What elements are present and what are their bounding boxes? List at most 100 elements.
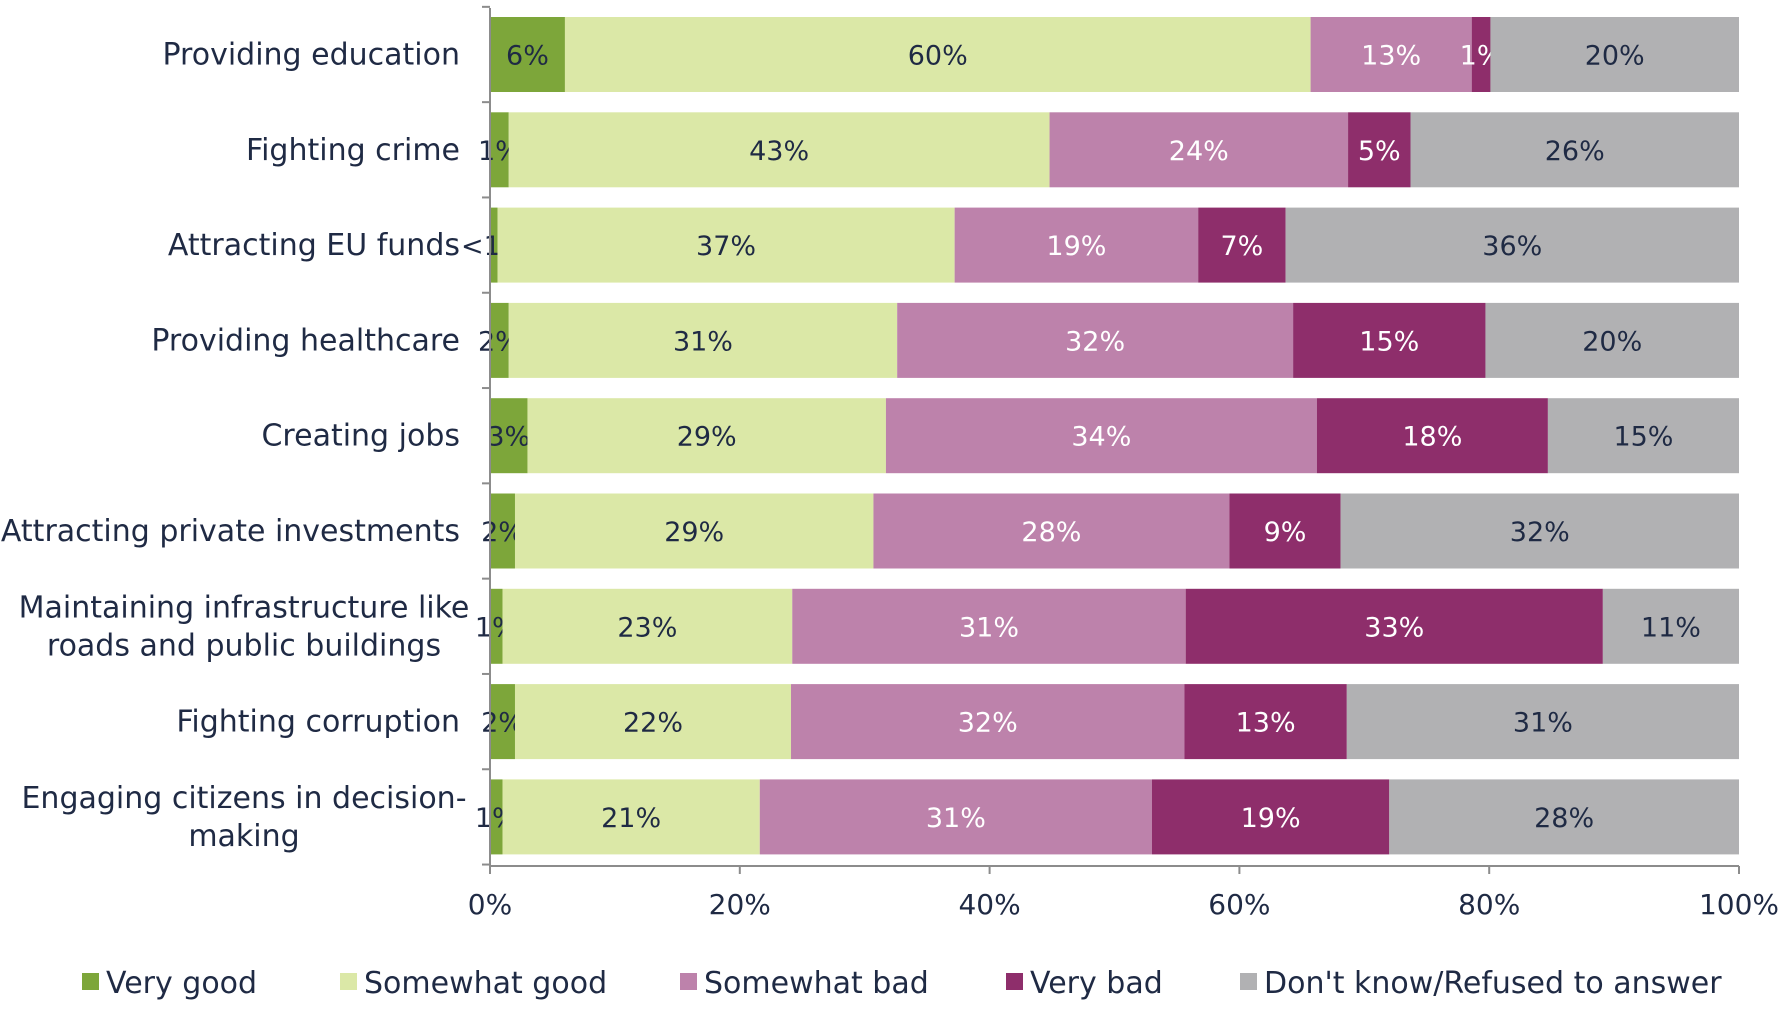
data-label: 15%	[1613, 422, 1673, 453]
bar-segment	[1285, 207, 1739, 283]
bar-segment	[514, 493, 874, 569]
bar-segment	[885, 398, 1317, 474]
bar-segment	[1185, 588, 1603, 664]
data-label: 34%	[1071, 422, 1131, 453]
data-label: 24%	[1169, 136, 1229, 167]
category-label: Attracting EU funds	[168, 228, 460, 263]
bar-segment	[1348, 112, 1411, 188]
data-label: 19%	[1046, 231, 1106, 262]
bar-segment	[1547, 398, 1739, 474]
bar-segment	[1346, 684, 1739, 760]
x-tick-label: 100%	[1699, 888, 1779, 921]
data-label: 18%	[1402, 422, 1462, 453]
data-label: 31%	[926, 803, 986, 834]
bar-segment	[527, 398, 886, 474]
bar-segment	[792, 588, 1186, 664]
bar-segment	[490, 779, 503, 855]
data-label: 19%	[1241, 803, 1301, 834]
bar-segment	[791, 684, 1185, 760]
category-label: Engaging citizens in decision-	[21, 781, 466, 816]
bar-segment	[759, 779, 1152, 855]
data-label: 60%	[908, 41, 968, 72]
x-tick-label: 20%	[709, 888, 771, 921]
x-tick-label: 80%	[1458, 888, 1520, 921]
legend-swatch	[340, 973, 357, 990]
category-label: Attracting private investments	[1, 514, 460, 549]
bar-segment	[1198, 207, 1286, 283]
bar-segment	[1229, 493, 1341, 569]
bar-segment	[490, 684, 515, 760]
data-label: 32%	[1065, 326, 1125, 357]
bar-segment	[1340, 493, 1739, 569]
data-label: 37%	[696, 231, 756, 262]
bar-segment	[1184, 684, 1347, 760]
data-label: 31%	[673, 326, 733, 357]
bar-segment	[502, 779, 760, 855]
bar-segment	[508, 302, 898, 378]
bars-group: 6% 60% 13% 1% 20%1% 43% 24% 5% 26%<1% 37% 19% 7% 36%…	[461, 17, 1739, 855]
category-label: Providing healthcare	[151, 323, 460, 358]
bar-segment	[490, 17, 565, 92]
data-label: 29%	[677, 422, 737, 453]
data-label: 21%	[601, 803, 661, 834]
bar-segment	[502, 588, 793, 664]
data-label: 15%	[1359, 326, 1419, 357]
bar-segment	[1471, 17, 1491, 92]
bar-segment	[490, 493, 515, 569]
data-label: 43%	[749, 136, 809, 167]
data-label: 32%	[1510, 517, 1570, 548]
bar-segment	[1602, 588, 1739, 664]
legend-label: Very bad	[1030, 966, 1163, 1001]
bar-segment	[490, 302, 509, 378]
data-label: 26%	[1545, 136, 1605, 167]
bar-segment	[1293, 302, 1486, 378]
bar-segment	[1310, 17, 1472, 92]
bar-segment	[564, 17, 1311, 92]
data-label: 5%	[1358, 136, 1401, 167]
data-label: 28%	[1534, 803, 1594, 834]
data-label: 32%	[958, 708, 1018, 739]
data-label: 7%	[1220, 231, 1263, 262]
bar-segment	[1049, 112, 1349, 188]
data-label: 23%	[617, 612, 677, 643]
data-label: 11%	[1641, 612, 1701, 643]
legend-swatch	[1240, 973, 1257, 990]
data-label: 33%	[1364, 612, 1424, 643]
data-label: 20%	[1582, 326, 1642, 357]
bar-segment	[508, 112, 1050, 188]
x-tick-label: 40%	[958, 888, 1020, 921]
legend-label: Very good	[106, 966, 257, 1001]
category-label: Providing education	[162, 38, 460, 73]
data-label: 22%	[623, 708, 683, 739]
x-tick-label: 60%	[1208, 888, 1270, 921]
bar-segment	[490, 398, 528, 474]
bar-segment	[490, 207, 498, 283]
category-label: roads and public buildings	[47, 628, 441, 663]
bar-segment	[1490, 17, 1739, 92]
category-label: Fighting crime	[246, 133, 460, 168]
data-label: 13%	[1236, 708, 1296, 739]
legend-label: Somewhat bad	[704, 966, 929, 1001]
bar-segment	[497, 207, 955, 283]
bar-segment	[514, 684, 792, 760]
data-label: 31%	[959, 612, 1019, 643]
category-label: Creating jobs	[261, 419, 460, 454]
bar-segment	[954, 207, 1199, 283]
data-label: 36%	[1482, 231, 1542, 262]
bar-segment	[490, 112, 509, 188]
legend-label: Somewhat good	[364, 966, 607, 1001]
bar-segment	[1485, 302, 1739, 378]
data-label: 31%	[1513, 708, 1573, 739]
data-label: 28%	[1021, 517, 1081, 548]
bar-segment	[873, 493, 1230, 569]
legend-label: Don't know/Refused to answer	[1264, 966, 1722, 1001]
legend-swatch	[1006, 973, 1023, 990]
legend-swatch	[82, 973, 99, 990]
data-label: 20%	[1585, 41, 1645, 72]
x-tick-label: 0%	[468, 888, 512, 921]
bar-segment	[1389, 779, 1739, 855]
category-label: Fighting corruption	[176, 705, 460, 740]
bar-segment	[1151, 779, 1390, 855]
